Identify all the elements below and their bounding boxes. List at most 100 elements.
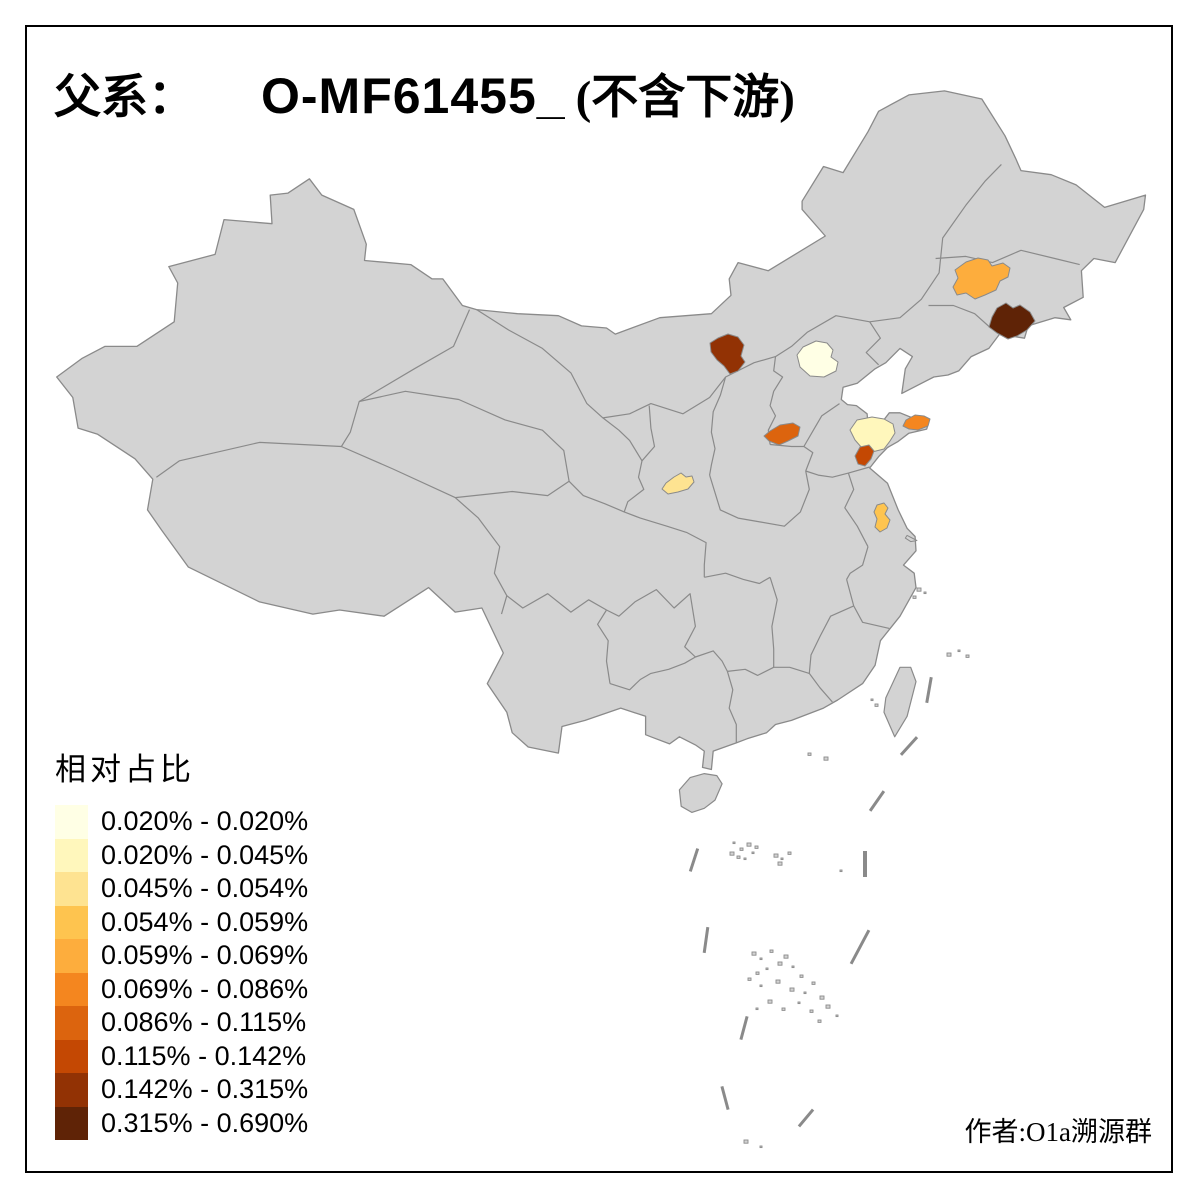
title-prefix: 父系： xyxy=(54,72,195,124)
sea-boundary-dash xyxy=(739,1016,749,1040)
region-south-shandong xyxy=(854,444,875,467)
island-speck xyxy=(946,652,952,657)
province-border-line xyxy=(844,472,869,547)
legend-title: 相对占比 xyxy=(55,752,195,787)
island-speck xyxy=(817,1019,822,1023)
island-speck xyxy=(751,851,755,855)
island-speck xyxy=(755,971,760,975)
legend-label: 0.142% - 0.315% xyxy=(101,1074,309,1105)
legend-swatch xyxy=(55,838,88,872)
title-suffix: (不含下游) xyxy=(575,72,795,124)
region-guanzhong-shaanxi xyxy=(661,472,695,495)
island-speck xyxy=(957,649,961,653)
island-speck xyxy=(791,965,795,969)
province-border-line xyxy=(767,356,784,445)
legend-swatch xyxy=(55,905,88,939)
legend-item: 0.315% - 0.690% xyxy=(55,1106,309,1140)
legend-label: 0.086% - 0.115% xyxy=(101,1007,307,1038)
legend-swatch xyxy=(55,939,88,973)
province-border-line xyxy=(726,671,737,743)
legend-swatch xyxy=(55,1073,88,1107)
province-border-line xyxy=(935,249,1080,266)
sea-boundary-dash xyxy=(688,848,700,872)
province-border-line xyxy=(695,650,728,672)
island-speck xyxy=(759,984,763,988)
province-border-line xyxy=(769,577,778,668)
island-speck xyxy=(780,857,784,861)
region-central-jiangsu xyxy=(873,502,891,533)
island-speck xyxy=(777,861,783,866)
region-southeast-jilin xyxy=(988,302,1036,340)
legend-item: 0.059% - 0.069% xyxy=(55,939,308,973)
legend-swatch xyxy=(55,1106,88,1140)
island-speck xyxy=(732,841,736,845)
legend-swatch xyxy=(55,1006,88,1040)
island-speck xyxy=(803,991,807,995)
region-beijing xyxy=(796,340,839,378)
hainan-shape xyxy=(678,773,723,813)
legend-item: 0.086% - 0.115% xyxy=(55,1006,308,1040)
island-speck xyxy=(787,851,792,855)
island-speck xyxy=(746,842,752,847)
island-speck xyxy=(759,1145,763,1149)
island-speck xyxy=(751,951,757,956)
region-southeast-shanxi xyxy=(763,422,801,446)
province-border-line xyxy=(709,376,727,476)
island-speck xyxy=(825,1004,831,1009)
province-border-line xyxy=(846,546,869,580)
island-speck xyxy=(765,967,769,971)
province-border-line xyxy=(568,480,707,578)
region-central-shandong xyxy=(849,416,896,453)
legend-swatch xyxy=(55,972,88,1006)
island-speck xyxy=(809,1009,814,1013)
legend-item: 0.045% - 0.054% xyxy=(55,872,308,906)
island-speck xyxy=(781,1007,786,1011)
region-jiaodong-peninsula xyxy=(902,414,931,431)
legend-label: 0.020% - 0.045% xyxy=(101,839,309,870)
island-speck xyxy=(747,977,752,981)
sea-boundary-dash xyxy=(797,1108,815,1128)
sea-boundary-dash xyxy=(720,1086,730,1110)
region-changchun-jilin xyxy=(952,257,1011,300)
island-speck xyxy=(823,756,829,761)
sea-boundary-dash xyxy=(849,929,871,965)
legend-swatch xyxy=(55,1039,88,1073)
title-haplogroup-code: O-MF61455_ xyxy=(261,68,566,124)
island-speck xyxy=(912,595,917,599)
region-north-shanxi xyxy=(709,333,746,375)
province-border-line xyxy=(704,572,771,585)
legend-label: 0.315% - 0.690% xyxy=(101,1107,309,1138)
province-border-line xyxy=(623,460,645,513)
island-speck xyxy=(773,853,779,858)
island-speck xyxy=(743,857,747,861)
legend-item: 0.020% - 0.020% xyxy=(55,805,308,839)
island-speck xyxy=(819,995,825,1000)
province-border-line xyxy=(865,321,881,366)
legend-label: 0.045% - 0.054% xyxy=(101,873,309,904)
province-borders xyxy=(156,163,1080,743)
province-border-line xyxy=(808,605,854,703)
island-speck xyxy=(916,587,922,592)
province-border-line xyxy=(359,390,570,499)
province-border-line xyxy=(727,666,810,676)
legend-swatch xyxy=(55,872,88,906)
sea-boundary-dash xyxy=(863,851,867,877)
island-speck xyxy=(736,855,741,859)
island-speck xyxy=(811,981,816,985)
island-speck xyxy=(783,954,789,959)
island-speck xyxy=(755,1007,759,1011)
island-speck xyxy=(799,974,804,978)
island-speck xyxy=(923,591,927,595)
island-speck xyxy=(767,999,773,1004)
province-border-line xyxy=(609,656,696,691)
legend-item: 0.142% - 0.315% xyxy=(55,1073,308,1107)
island-speck xyxy=(739,847,744,851)
sea-boundary-dash xyxy=(868,790,886,812)
sea-boundary-dash xyxy=(702,926,710,954)
legend-label: 0.059% - 0.069% xyxy=(101,940,309,971)
province-border-line xyxy=(805,466,870,478)
legend-label: 0.020% - 0.020% xyxy=(101,806,309,837)
province-border-line xyxy=(709,470,810,527)
legend-item: 0.115% - 0.142% xyxy=(55,1039,308,1073)
